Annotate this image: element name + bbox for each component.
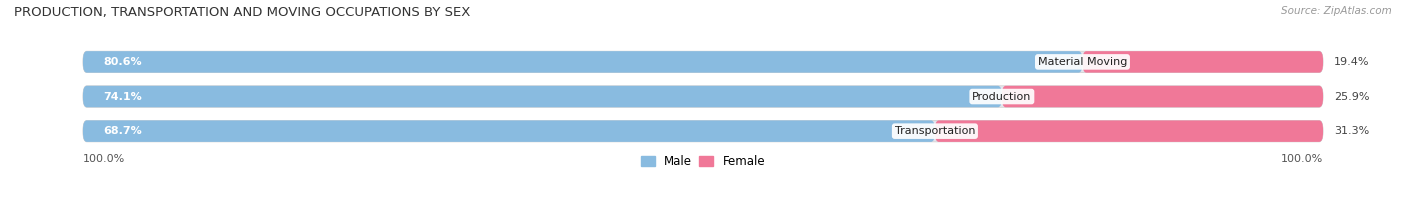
Text: Source: ZipAtlas.com: Source: ZipAtlas.com xyxy=(1281,6,1392,16)
FancyBboxPatch shape xyxy=(83,51,1323,73)
Text: 74.1%: 74.1% xyxy=(104,92,142,101)
Text: Material Moving: Material Moving xyxy=(1038,57,1128,67)
FancyBboxPatch shape xyxy=(83,86,1002,107)
Text: 100.0%: 100.0% xyxy=(83,154,125,164)
Text: 68.7%: 68.7% xyxy=(104,126,142,136)
Text: 31.3%: 31.3% xyxy=(1334,126,1369,136)
Text: Production: Production xyxy=(972,92,1032,101)
Text: 25.9%: 25.9% xyxy=(1334,92,1369,101)
Text: 19.4%: 19.4% xyxy=(1334,57,1369,67)
FancyBboxPatch shape xyxy=(83,120,1323,142)
FancyBboxPatch shape xyxy=(1083,51,1323,73)
FancyBboxPatch shape xyxy=(1002,86,1323,107)
FancyBboxPatch shape xyxy=(83,51,1083,73)
FancyBboxPatch shape xyxy=(83,86,1323,107)
Legend: Male, Female: Male, Female xyxy=(641,155,765,168)
FancyBboxPatch shape xyxy=(83,120,935,142)
Text: 80.6%: 80.6% xyxy=(104,57,142,67)
Text: Transportation: Transportation xyxy=(894,126,976,136)
FancyBboxPatch shape xyxy=(935,120,1323,142)
Text: PRODUCTION, TRANSPORTATION AND MOVING OCCUPATIONS BY SEX: PRODUCTION, TRANSPORTATION AND MOVING OC… xyxy=(14,6,471,19)
Text: 100.0%: 100.0% xyxy=(1281,154,1323,164)
